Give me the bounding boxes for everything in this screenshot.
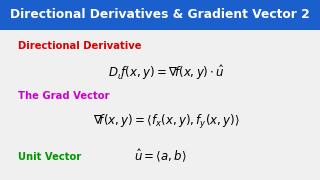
Text: $\hat{u} = \langle a, b\rangle$: $\hat{u} = \langle a, b\rangle$ [134,148,186,165]
Text: The Grad Vector: The Grad Vector [18,91,109,101]
Text: $\nabla\!f(x, y) = \langle f_x(x, y), f_y(x, y)\rangle$: $\nabla\!f(x, y) = \langle f_x(x, y), f_… [93,113,240,131]
Text: $D_u\!f(x, y) = \nabla\!f(x, y)\cdot\hat{u}$: $D_u\!f(x, y) = \nabla\!f(x, y)\cdot\hat… [108,63,225,82]
Text: Unit Vector: Unit Vector [18,152,81,162]
Text: Directional Derivatives & Gradient Vector 2: Directional Derivatives & Gradient Vecto… [10,8,310,21]
Bar [0,0,320,30]
Text: Directional Derivative: Directional Derivative [18,41,141,51]
